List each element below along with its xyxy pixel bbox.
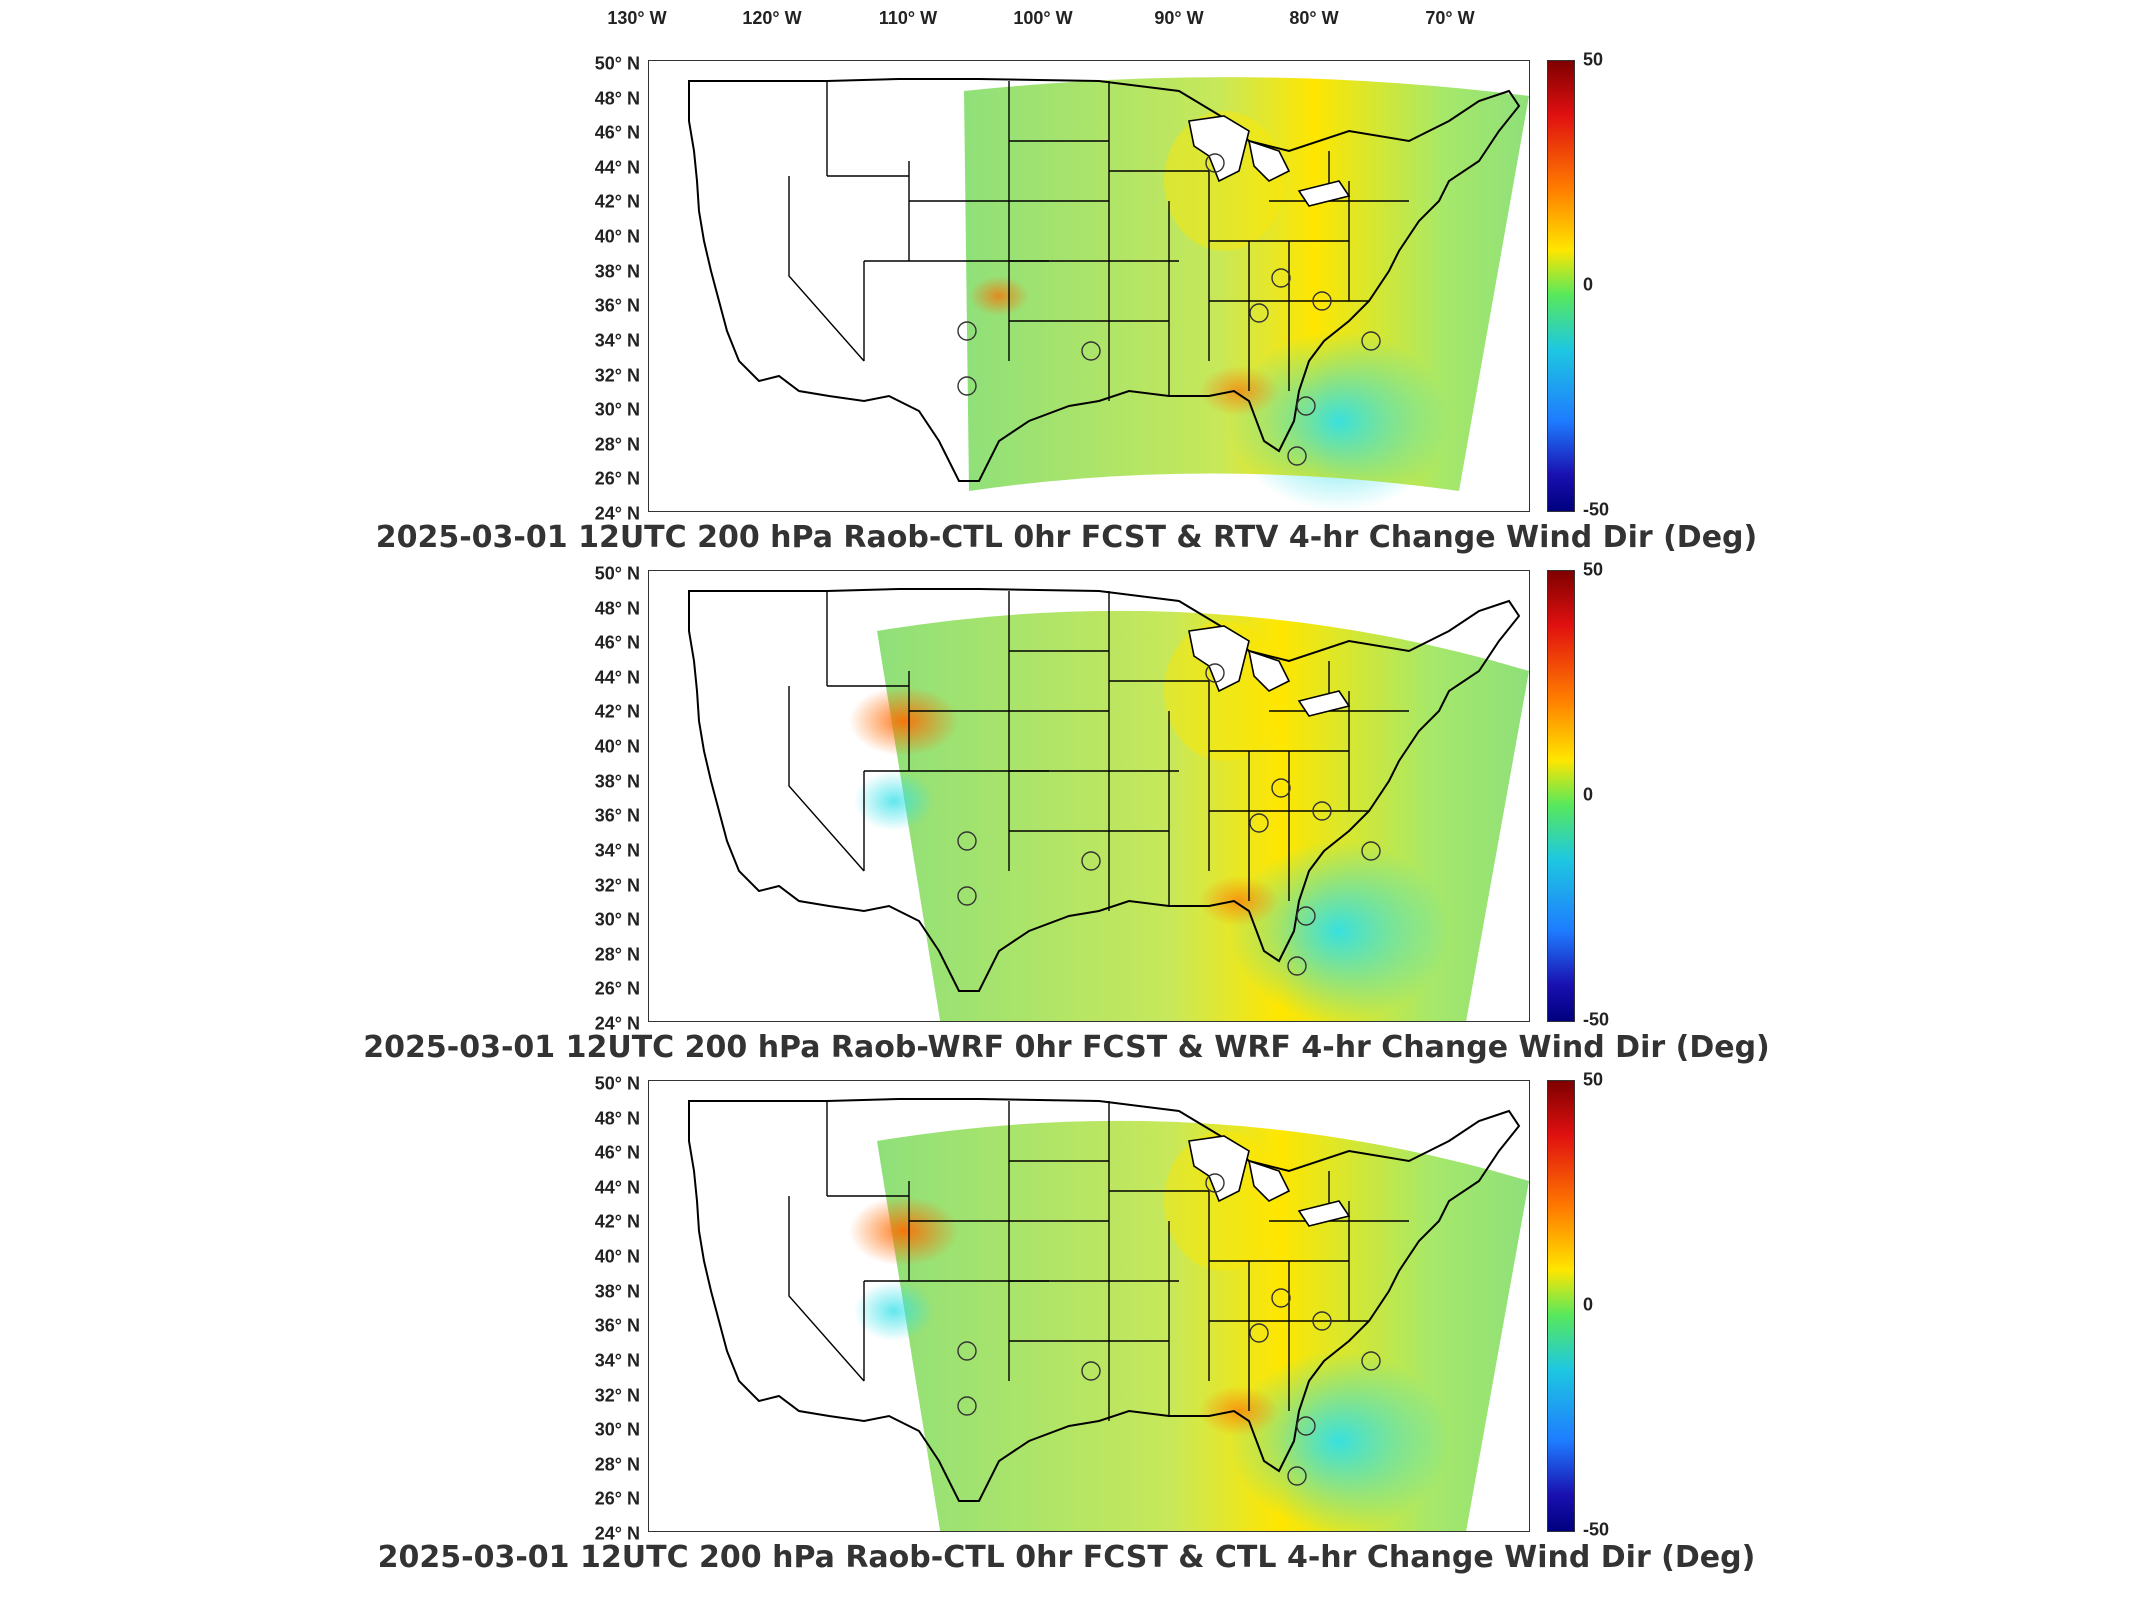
longitude-label: 100° W [1013,8,1073,28]
latitude-label: 24° N [594,1523,640,1544]
colorbar [1547,570,1575,1022]
colorbar-tick-max: 50 [1583,559,1604,580]
latitude-label: 42° N [594,701,640,722]
latitude-label: 34° N [594,330,640,351]
coastline [688,78,1521,482]
great-lakes [1188,625,1351,717]
latitude-label: 28° N [594,944,640,965]
model-field [849,1120,1529,1531]
map-panel: 50° N 48° N 46° N 44° N 42° N 40° N 38° N 36° N… [0,1070,2133,1590]
latitude-label: 34° N [594,1350,640,1371]
raob-stations [957,1173,1381,1486]
latitude-label: 24° N [594,503,640,524]
colorbar-tick-mid: 0 [1583,784,1594,805]
latitude-label: 42° N [594,1211,640,1232]
longitude-label: 80° W [1289,8,1339,28]
colorbar-tick-mid: 0 [1583,274,1594,295]
latitude-label: 36° N [594,295,640,316]
map-plot-area [648,1080,1530,1532]
latitude-label: 50° N [594,1073,640,1094]
great-lakes [1188,115,1351,207]
latitude-label: 38° N [594,261,640,282]
state-boundaries [788,81,1409,401]
latitude-label: 38° N [594,1281,640,1302]
latitude-label: 32° N [594,875,640,896]
longitude-label: 70° W [1425,8,1475,28]
latitude-label: 50° N [594,53,640,74]
map-plot-area [648,570,1530,1022]
latitude-label: 44° N [594,157,640,178]
latitude-label: 40° N [594,1246,640,1267]
longitude-label: 130° W [607,8,667,28]
map-panel: 50° N 48° N 46° N 44° N 42° N 40° N 38° N 36° N… [0,560,2133,1080]
model-field [849,610,1529,1021]
latitude-label: 36° N [594,805,640,826]
longitude-label: 120° W [742,8,802,28]
latitude-label: 30° N [594,909,640,930]
latitude-label: 44° N [594,667,640,688]
colorbar-tick-min: -50 [1583,499,1610,520]
latitude-label: 40° N [594,736,640,757]
panel-caption: 2025-03-01 12UTC 200 hPa Raob-CTL 0hr FC… [375,520,1758,555]
latitude-label: 38° N [594,771,640,792]
coastline [688,1098,1521,1502]
map-panel: 50° N 48° N 46° N 44° N 42° N 40° N 38° N 36° N… [0,50,2133,570]
latitude-label: 46° N [594,632,640,653]
map-plot-area [648,60,1530,512]
latitude-label: 34° N [594,840,640,861]
latitude-label: 48° N [594,1108,640,1129]
colorbar [1547,1080,1575,1532]
latitude-label: 48° N [594,88,640,109]
panel-caption: 2025-03-01 12UTC 200 hPa Raob-WRF 0hr FC… [363,1030,1770,1065]
longitude-label: 90° W [1154,8,1204,28]
latitude-label: 32° N [594,365,640,386]
latitude-label: 50° N [594,563,640,584]
latitude-label: 30° N [594,1419,640,1440]
raob-stations [957,663,1381,976]
latitude-label: 24° N [594,1013,640,1034]
colorbar-tick-mid: 0 [1583,1294,1594,1315]
longitude-label: 110° W [878,8,938,28]
latitude-label: 40° N [594,226,640,247]
latitude-label: 48° N [594,598,640,619]
panel-caption: 2025-03-01 12UTC 200 hPa Raob-CTL 0hr FC… [377,1540,1756,1575]
latitude-label: 46° N [594,1142,640,1163]
colorbar-tick-max: 50 [1583,49,1604,70]
latitude-label: 44° N [594,1177,640,1198]
coastline [688,588,1521,992]
latitude-label: 30° N [594,399,640,420]
colorbar-tick-min: -50 [1583,1519,1610,1540]
latitude-label: 26° N [594,468,640,489]
great-lakes [1188,1135,1351,1227]
latitude-label: 36° N [594,1315,640,1336]
latitude-label: 32° N [594,1385,640,1406]
latitude-label: 28° N [594,1454,640,1475]
latitude-label: 26° N [594,978,640,999]
raob-stations [957,153,1381,466]
colorbar-tick-max: 50 [1583,1069,1604,1090]
latitude-label: 26° N [594,1488,640,1509]
latitude-label: 28° N [594,434,640,455]
state-boundaries [788,1101,1409,1421]
state-boundaries [788,591,1409,911]
latitude-label: 46° N [594,122,640,143]
colorbar [1547,60,1575,512]
latitude-label: 42° N [594,191,640,212]
colorbar-tick-min: -50 [1583,1009,1610,1030]
